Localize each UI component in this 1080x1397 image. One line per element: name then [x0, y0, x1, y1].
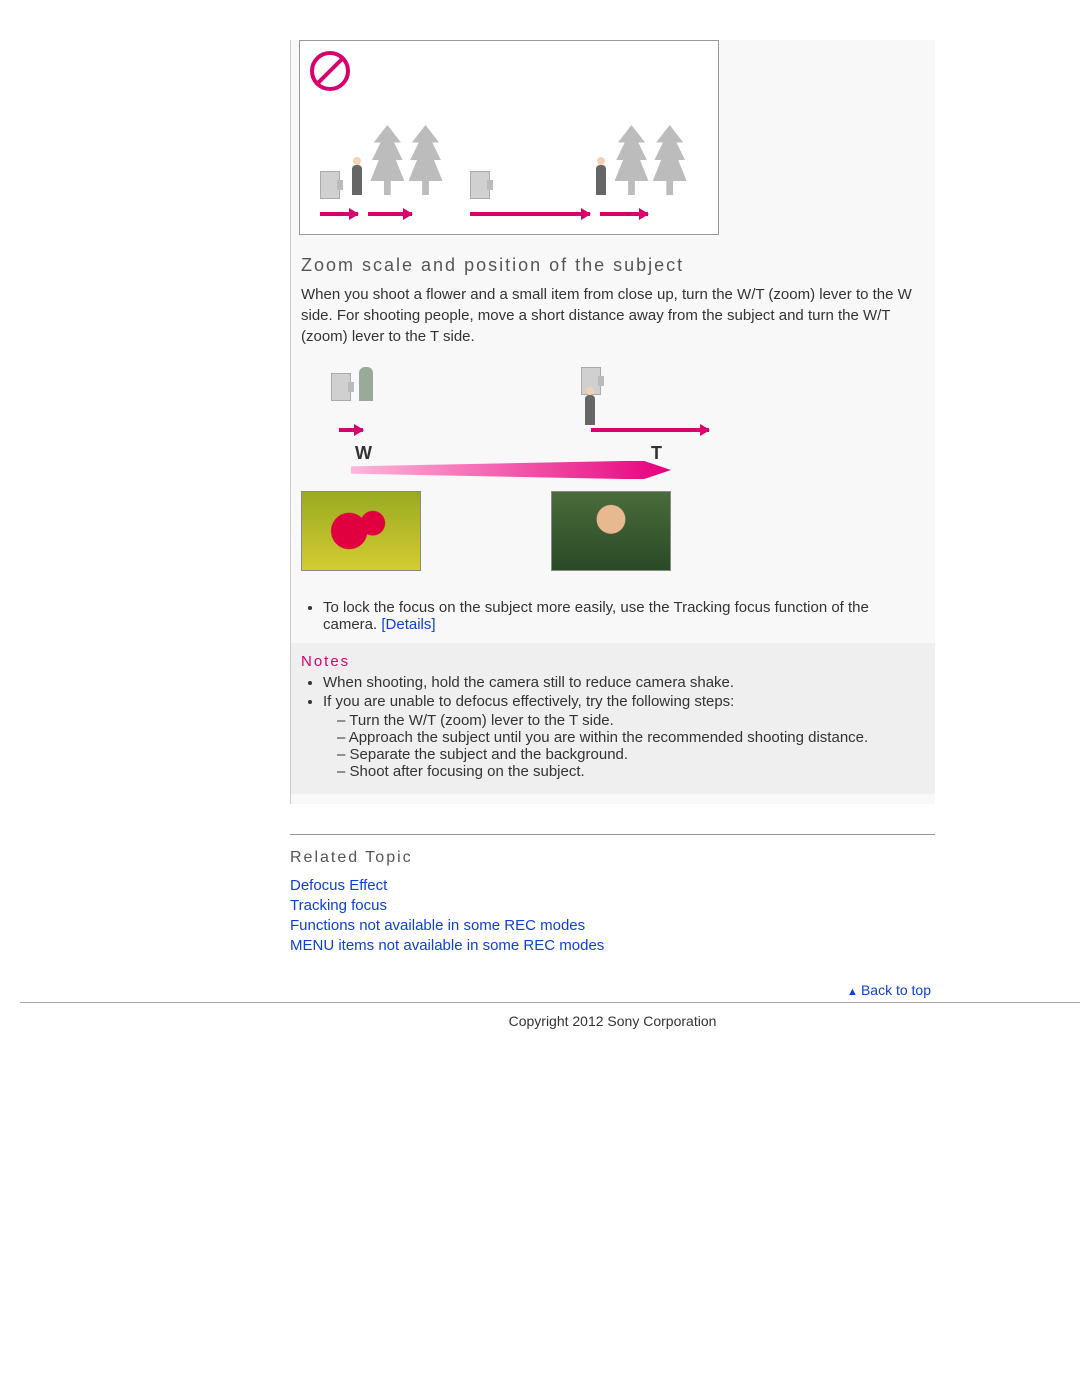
note-substep: Separate the subject and the background.: [337, 746, 925, 763]
sample-photo-child: [551, 491, 671, 571]
distance-arrow: [339, 428, 363, 432]
flower-pot-icon: [359, 367, 373, 401]
note-substep: Turn the W/T (zoom) lever to the T side.: [337, 712, 925, 729]
note-item: If you are unable to defocus effectively…: [323, 693, 925, 710]
body-paragraph: When you shoot a flower and a small item…: [301, 284, 925, 347]
content-panel: Zoom scale and position of the subject W…: [290, 40, 935, 804]
tip-item: To lock the focus on the subject more ea…: [323, 599, 925, 633]
person-icon: [352, 165, 362, 195]
tree-icon: [409, 125, 443, 195]
figure-zoom-wt: W T: [301, 361, 721, 581]
related-link[interactable]: MENU items not available in some REC mod…: [290, 937, 935, 954]
w-label: W: [355, 443, 372, 464]
note-substeps: Turn the W/T (zoom) lever to the T side.…: [301, 712, 925, 780]
camera-icon: [320, 171, 340, 199]
notes-heading: Notes: [301, 653, 925, 670]
camera-icon: [470, 171, 490, 199]
footer: Back to top Copyright 2012 Sony Corporat…: [290, 982, 935, 1033]
person-icon: [596, 165, 606, 195]
t-label: T: [651, 443, 662, 464]
related-link[interactable]: Tracking focus: [290, 897, 935, 914]
distance-arrow: [470, 212, 590, 216]
prohibit-icon: [310, 51, 350, 91]
note-substep: Shoot after focusing on the subject.: [337, 763, 925, 780]
figure-prohibited: [299, 40, 719, 235]
related-heading: Related Topic: [290, 849, 935, 867]
notes-panel: Notes When shooting, hold the camera sti…: [291, 643, 935, 794]
tip-list: To lock the focus on the subject more ea…: [301, 599, 925, 633]
distance-arrow: [320, 212, 358, 216]
note-substep: Approach the subject until you are withi…: [337, 729, 925, 746]
sample-photo-flower: [301, 491, 421, 571]
distance-arrow: [368, 212, 412, 216]
related-topic-section: Related Topic Defocus Effect Tracking fo…: [290, 849, 935, 954]
tree-icon: [615, 125, 649, 195]
related-link[interactable]: Defocus Effect: [290, 877, 935, 894]
camera-icon: [331, 373, 351, 401]
section-heading: Zoom scale and position of the subject: [301, 255, 925, 276]
distance-arrow: [591, 428, 709, 432]
related-link[interactable]: Functions not available in some REC mode…: [290, 917, 935, 934]
footer-separator: [20, 1002, 1080, 1003]
separator: [290, 834, 935, 835]
distance-arrow: [600, 212, 648, 216]
back-to-top-link[interactable]: Back to top: [861, 982, 931, 998]
zoom-gradient-arrow: [351, 461, 671, 479]
tree-icon: [653, 125, 687, 195]
tree-icon: [370, 125, 404, 195]
note-item: When shooting, hold the camera still to …: [323, 674, 925, 691]
details-link[interactable]: [Details]: [381, 616, 435, 633]
copyright-text: Copyright 2012 Sony Corporation: [290, 1009, 935, 1033]
